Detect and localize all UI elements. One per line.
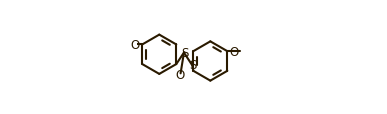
Text: O: O [229, 45, 239, 58]
Text: S: S [181, 46, 188, 59]
Text: S: S [189, 59, 197, 72]
Text: O: O [175, 68, 185, 81]
Text: O: O [130, 39, 140, 52]
